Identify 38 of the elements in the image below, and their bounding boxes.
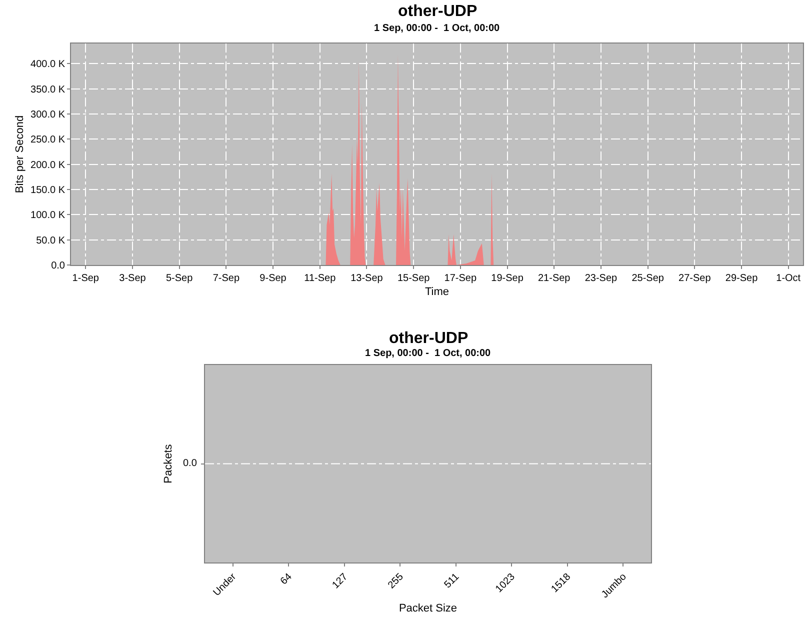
text: 1 Sep, 00:00 - 1 Oct, 00:00 xyxy=(365,348,492,359)
y-tick-label: 250.0 K xyxy=(30,134,66,146)
x-tick-label: 13-Sep xyxy=(350,273,384,284)
x-tick-label: 25-Sep xyxy=(632,273,664,284)
x-tick-label: 27-Sep xyxy=(678,273,712,284)
y-tick-label: 150.0 K xyxy=(30,185,66,196)
x-tick-label: 1-Sep xyxy=(72,273,100,284)
x-tick-label: 5-Sep xyxy=(166,273,194,284)
y-tick-label: 350.0 K xyxy=(30,84,66,96)
y-axis-title: Bits per Second xyxy=(14,115,26,194)
x-tick-label: 17-Sep xyxy=(444,273,477,284)
text: Packet Size xyxy=(398,602,458,615)
x-tick-label: 15-Sep xyxy=(397,273,430,284)
category-label: 64 xyxy=(278,571,295,588)
category-label: 511 xyxy=(442,571,462,591)
x-tick-label: 3-Sep xyxy=(119,273,146,284)
category-label: 255 xyxy=(386,571,406,592)
chart-subtitle: 1 Sep, 00:00 - 1 Oct, 00:00 xyxy=(374,23,500,34)
text: other-UDP xyxy=(389,330,468,347)
text: 0.0 xyxy=(183,458,198,469)
x-tick-label: 23-Sep xyxy=(584,273,618,284)
y-tick-label: 0.0 xyxy=(51,260,66,272)
y-tick-label: 100.0 K xyxy=(30,210,66,222)
text: Packets xyxy=(162,444,175,484)
x-tick-label: 29-Sep xyxy=(725,273,758,284)
chart-title: other-UDP xyxy=(398,3,478,20)
y-tick-label: 300.0 K xyxy=(30,109,66,120)
x-tick-label: 19-Sep xyxy=(491,273,524,284)
y-tick-label: 400.0 K xyxy=(30,59,66,70)
x-tick-label: 21-Sep xyxy=(538,273,571,284)
x-tick-label: 7-Sep xyxy=(212,273,240,284)
y-tick-label: 50.0 K xyxy=(36,235,66,246)
x-tick-label: 9-Sep xyxy=(260,273,287,284)
x-axis-title: Time xyxy=(424,286,450,298)
category-label: 127 xyxy=(330,571,350,592)
x-tick-label: 11-Sep xyxy=(304,273,336,284)
x-tick-label: 1-Oct xyxy=(776,273,801,284)
y-tick-label: 200.0 K xyxy=(30,160,66,171)
